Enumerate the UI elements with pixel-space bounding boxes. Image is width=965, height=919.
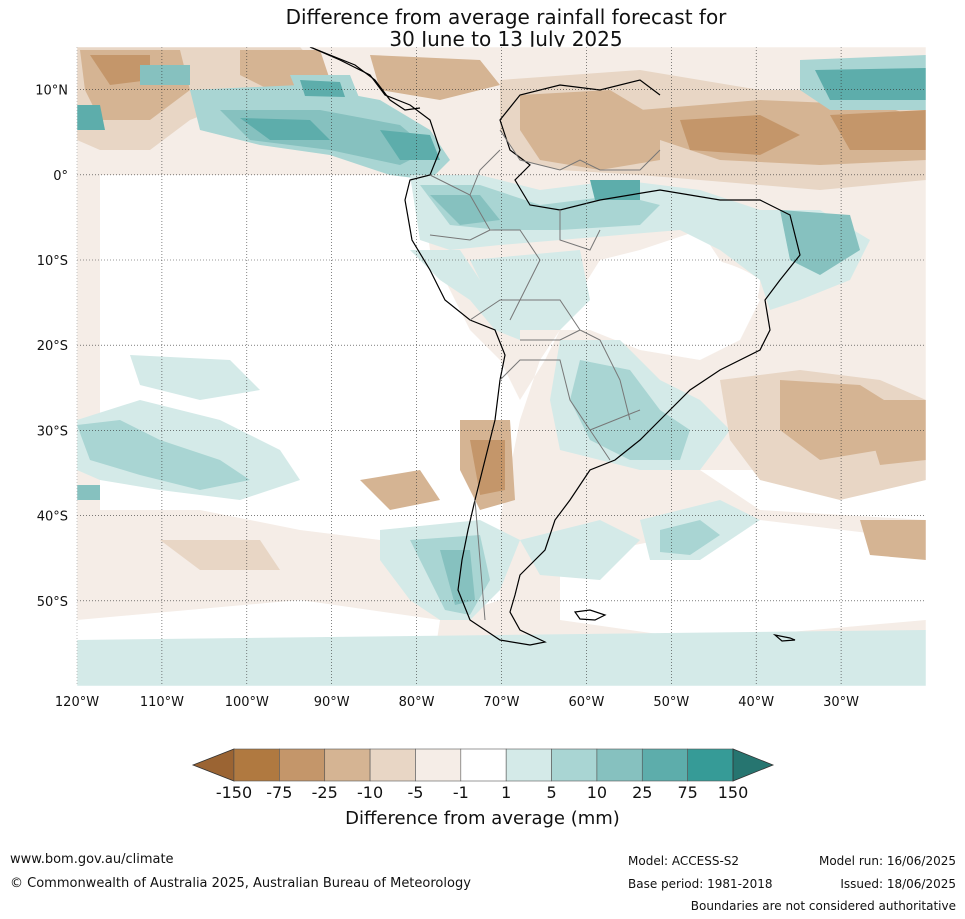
boundaries-disclaimer: Boundaries are not considered authoritat… [690,899,956,913]
colorbar-tick-label: 75 [677,783,697,802]
anomaly-dry-region [860,400,926,465]
colorbar-segment [551,748,598,782]
anomaly-neutral-region [100,175,760,610]
longitude-label: 60°W [568,695,604,710]
colorbar-segment [369,748,416,782]
south-america-coastline [309,47,801,646]
longitude-label: 120°W [55,695,99,710]
anomaly-wet-region [77,630,926,686]
anomaly-wet-region [130,355,260,400]
colorbar-tick-label: -75 [266,783,292,802]
colorbar-tick-label: -10 [357,783,383,802]
colorbar-segment [460,748,507,782]
website-link[interactable]: www.bom.gov.au/climate [10,852,174,867]
colorbar-extend-low [191,748,235,782]
copyright-text: © Commonwealth of Australia 2025, Austra… [10,876,471,891]
anomaly-dry-region [370,55,500,100]
colorbar-segment [641,748,688,782]
colorbar: -150 -75 -25 -10 -5 -1 1 5 10 25 75 150 [191,748,775,802]
colorbar-tick-label: 5 [546,783,556,802]
colorbar-segment [687,748,734,782]
colorbar-tick-label: 10 [587,783,607,802]
anomaly-dry-region [520,90,660,170]
model-run-date: Model run: 16/06/2025 [818,854,956,868]
anomaly-wet-region [440,550,475,605]
plot-frame [76,46,927,687]
central-america-coastline [309,47,421,111]
anomaly-dry-region [860,520,926,560]
latitude-label: 40°S [37,510,68,525]
longitude-label: 50°W [653,695,689,710]
colorbar-segment [505,748,552,782]
colorbar-segment [279,748,326,782]
south-georgia [772,633,796,642]
anomaly-wet-region [240,118,330,140]
colorbar-tick-label: -150 [216,783,252,802]
map-title-line-2: 30 June to 13 July 2025 [389,27,623,51]
longitude-label: 100°W [225,695,269,710]
latitude-label: 30°S [37,424,68,439]
latitude-label: 10°S [37,254,68,269]
anomaly-wet-region [77,420,250,490]
longitude-label: 70°W [484,695,520,710]
anomaly-wet-region [815,68,926,100]
colorbar-segment [233,748,280,782]
anomaly-wet-region [660,520,720,555]
anomaly-wet-region [140,65,190,85]
colorbar-tick-label: 150 [718,783,749,802]
longitude-label: 80°W [399,695,435,710]
axis-labels: 10°N 0° 10°S 20°S 30°S 40°S 50°S 120°W 110°W 100°… [35,84,859,710]
base-period: Base period: 1981-2018 [628,877,773,891]
anomaly-dry-region [680,115,800,155]
longitude-label: 40°W [738,695,774,710]
colorbar-segment [415,748,462,782]
coastlines [309,47,801,646]
anomaly-wet-region [300,80,345,97]
anomaly-dry-region [830,110,926,150]
map-title-line-1: Difference from average rainfall forecas… [285,5,727,29]
anomaly-dry-region [160,540,280,570]
anomaly-dry-region [360,470,440,510]
graticule [76,47,926,686]
anomaly-wet-region [77,485,100,500]
colorbar-title: Difference from average (mm) [345,808,620,829]
colorbar-tick-label: -1 [453,783,469,802]
anomaly-wet-region [77,105,105,130]
anomaly-wet-region [410,250,520,340]
colorbar-tick-label: -5 [407,783,423,802]
longitude-label: 110°W [140,695,184,710]
colorbar-tick-label: -25 [312,783,338,802]
anomaly-wet-region [570,360,690,460]
anomaly-wet-region [780,210,860,275]
anomaly-neutral-region [598,256,760,352]
model-name: Model: ACCESS-S2 [628,854,740,868]
anomaly-wet-region [380,130,440,160]
longitude-label: 90°W [314,695,350,710]
anomaly-dry-region [90,55,150,85]
colorbar-segment [596,748,643,782]
country-boundaries [429,129,661,621]
colorbar-tick-label: 25 [632,783,652,802]
anomaly-wet-region [470,250,590,330]
falkland-islands [573,609,607,621]
rainfall-anomaly-field [77,47,926,686]
latitude-label: 0° [53,169,68,184]
latitude-label: 10°N [35,84,68,99]
longitude-label: 30°W [823,695,859,710]
colorbar-tick-label: 1 [501,783,511,802]
issued-date: Issued: 18/06/2025 [840,877,956,891]
colorbar-extend-high [732,748,775,782]
latitude-label: 20°S [37,339,68,354]
latitude-label: 50°S [37,595,68,610]
anomaly-dry-region [470,440,505,495]
colorbar-segment [324,748,371,782]
